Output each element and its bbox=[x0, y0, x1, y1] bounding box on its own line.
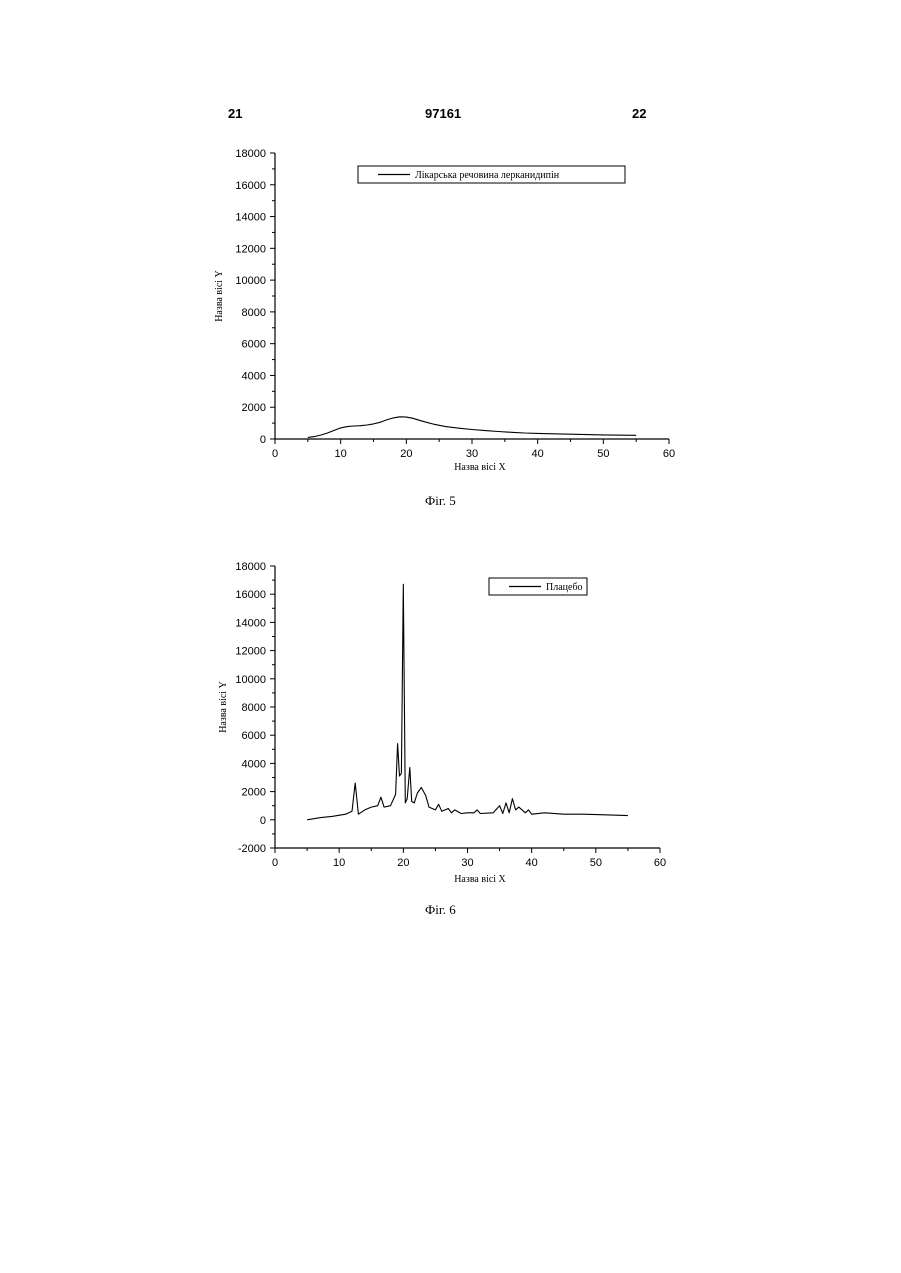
chart6-x-tick-label: 60 bbox=[654, 857, 666, 869]
chart5-y-tick-label: 10000 bbox=[235, 275, 266, 287]
chart5-y-tick-label: 0 bbox=[260, 434, 266, 446]
chart5-x-tick-label: 60 bbox=[663, 448, 675, 460]
chart6-y-tick-label: 0 bbox=[260, 815, 266, 827]
chart6-y-tick-label: 2000 bbox=[242, 787, 266, 799]
chart5-x-axis-label: Назва вісі X bbox=[454, 462, 506, 473]
chart5-y-tick-label: 18000 bbox=[235, 148, 266, 160]
chart6-x-tick-label: 0 bbox=[272, 857, 278, 869]
chart5-y-tick-label: 14000 bbox=[235, 212, 266, 224]
chart6-y-tick-label: 8000 bbox=[242, 702, 266, 714]
chart5-y-tick-label: 2000 bbox=[242, 402, 266, 414]
chart5-x-tick-label: 30 bbox=[466, 448, 478, 460]
chart5-y-tick-label: 16000 bbox=[235, 180, 266, 192]
chart6-y-tick-label: 18000 bbox=[235, 561, 266, 573]
chart6-y-tick-label: 16000 bbox=[235, 589, 266, 601]
chart6-y-tick-label: 6000 bbox=[242, 730, 266, 742]
chart6-y-tick-label: -2000 bbox=[238, 843, 266, 855]
chart5-legend-label: Лікарська речовина лерканидипін bbox=[415, 170, 560, 181]
chart5-x-tick-label: 0 bbox=[272, 448, 278, 460]
chart6-x-tick-label: 40 bbox=[526, 857, 538, 869]
chart5-x-tick-label: 10 bbox=[335, 448, 347, 460]
chart5-y-tick-label: 8000 bbox=[242, 307, 266, 319]
chart6-x-tick-label: 20 bbox=[397, 857, 409, 869]
chart5-y-tick-label: 12000 bbox=[235, 243, 266, 255]
chart5-x-tick-label: 50 bbox=[597, 448, 609, 460]
chart5-x-tick-label: 40 bbox=[532, 448, 544, 460]
chart6-y-axis-label: Назва вісі Y bbox=[218, 681, 229, 733]
chart5-x-tick-label: 20 bbox=[400, 448, 412, 460]
chart6-y-tick-label: 4000 bbox=[242, 758, 266, 770]
chart6-legend-label: Плацебо bbox=[546, 582, 583, 593]
chart5-y-tick-label: 6000 bbox=[242, 339, 266, 351]
chart5-y-axis-label: Назва вісі Y bbox=[214, 270, 225, 322]
chart6-x-tick-label: 50 bbox=[590, 857, 602, 869]
chart6-x-axis-label: Назва вісі X bbox=[454, 874, 506, 885]
chart6-x-tick-label: 10 bbox=[333, 857, 345, 869]
chart6-x-tick-label: 30 bbox=[461, 857, 473, 869]
figure-6-caption: Фіг. 6 bbox=[425, 902, 456, 918]
chart6-y-tick-label: 12000 bbox=[235, 646, 266, 658]
figure-5-caption: Фіг. 5 bbox=[425, 493, 456, 509]
chart5-y-tick-label: 4000 bbox=[242, 370, 266, 382]
chart6-series-line bbox=[307, 584, 628, 820]
chart6-y-tick-label: 10000 bbox=[235, 674, 266, 686]
chart6-y-tick-label: 14000 bbox=[235, 617, 266, 629]
chart5-series-line bbox=[308, 417, 636, 438]
